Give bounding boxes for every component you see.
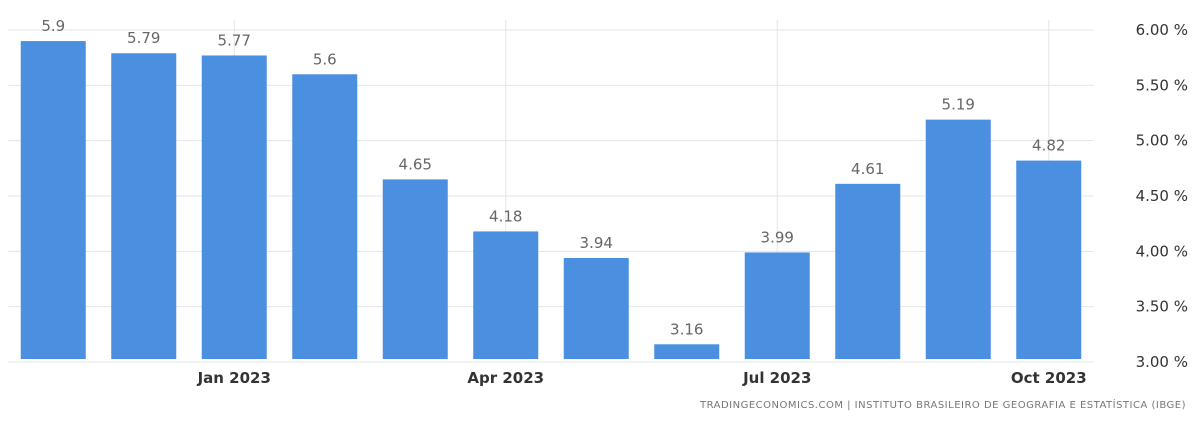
- bar-value-label: 5.77: [218, 31, 251, 49]
- bar-value-label: 4.61: [851, 160, 884, 178]
- bar: [563, 257, 629, 359]
- bar: [20, 41, 86, 360]
- bar-value-label: 4.18: [489, 207, 522, 225]
- bar-value-label: 5.79: [127, 29, 160, 47]
- y-tick-label: 4.50 %: [1136, 187, 1188, 205]
- bar: [925, 119, 991, 359]
- y-tick-label: 5.50 %: [1136, 76, 1188, 94]
- x-axis-ticks: Jan 2023 Apr 2023 Jul 2023 Oct 2023: [197, 369, 1087, 387]
- y-tick-label: 3.50 %: [1136, 298, 1188, 316]
- bar: [1016, 160, 1082, 359]
- bar-value-label: 4.82: [1032, 137, 1065, 155]
- bar-value-label: 3.94: [580, 234, 613, 252]
- bar-value-label: 3.99: [761, 228, 794, 246]
- bar: [292, 74, 358, 360]
- bar-value-label: 5.9: [41, 17, 65, 35]
- x-tick-label: Oct 2023: [1011, 369, 1087, 387]
- grid-lines: [8, 20, 1094, 363]
- source-attribution: TRADINGECONOMICS.COM | INSTITUTO BRASILE…: [699, 400, 1186, 411]
- bar-value-label: 5.6: [313, 50, 337, 68]
- bars: [20, 41, 1082, 360]
- bar-value-label: 4.65: [399, 155, 432, 173]
- x-tick-label: Apr 2023: [467, 369, 544, 387]
- bar: [111, 53, 177, 360]
- bar: [382, 179, 448, 359]
- bar: [473, 231, 539, 359]
- y-tick-label: 5.00 %: [1136, 132, 1188, 150]
- bar: [201, 55, 267, 359]
- y-tick-label: 3.00 %: [1136, 353, 1188, 371]
- x-tick-label: Jan 2023: [197, 369, 271, 387]
- bar-value-labels: 5.9 5.79 5.77 5.6 4.65 4.18 3.94 3.16 3.99 4.61 5.…: [41, 17, 1065, 338]
- bar: [835, 183, 901, 359]
- y-tick-label: 4.00 %: [1136, 242, 1188, 260]
- bar: [744, 252, 810, 359]
- x-tick-label: Jul 2023: [742, 369, 811, 387]
- y-tick-label: 6.00 %: [1136, 21, 1188, 39]
- y-axis-ticks: 3.00 % 3.50 % 4.00 % 4.50 % 5.00 % 5.50 % 6.00…: [1136, 21, 1188, 371]
- bar: [654, 344, 720, 359]
- bar-value-label: 5.19: [942, 96, 975, 114]
- bar-value-label: 3.16: [670, 320, 703, 338]
